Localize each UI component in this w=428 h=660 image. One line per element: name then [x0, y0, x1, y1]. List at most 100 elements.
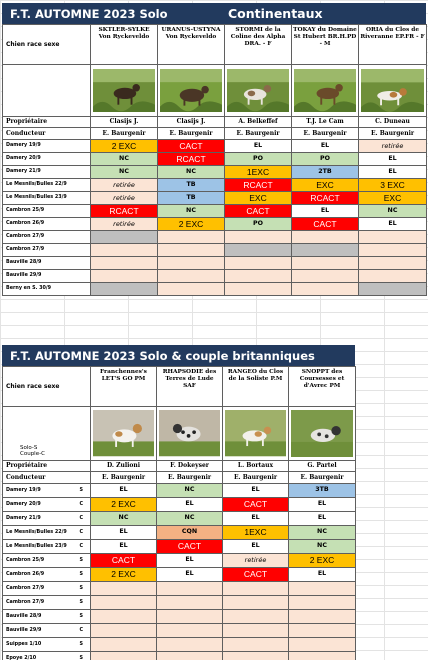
- dog-name-1: SKTLER-SYLKE Von Ryckeveldo: [90, 24, 158, 65]
- dog-name-2: RHAPSODIE des Terres de Lude SAF: [156, 366, 223, 407]
- dog-photo-1: [90, 64, 158, 117]
- solo-couple-code: C: [79, 514, 83, 521]
- result-cell: [90, 581, 157, 596]
- result-cell: CACT: [291, 217, 359, 231]
- result-cell: [358, 230, 427, 244]
- event-name: Cambron 27/9: [6, 584, 45, 591]
- result-cell: 2 EXC: [90, 567, 157, 582]
- result-cell: [224, 282, 292, 296]
- result-cell: EL: [358, 217, 427, 231]
- dog-photo-image: [294, 68, 356, 113]
- table1-title-right: Continentaux: [228, 6, 323, 21]
- dog-photo-image: [93, 68, 155, 113]
- dog-name-3: RANGEO du Clos de la Soliste P.M: [222, 366, 289, 407]
- event-label: Suippes 1/10 S: [2, 637, 91, 652]
- dog-photo-5: [358, 64, 427, 117]
- event-label: Damery 20/9 C: [2, 497, 91, 512]
- event-label: Cambron 27/9: [2, 243, 91, 257]
- result-cell: EL: [156, 567, 223, 582]
- result-cell: [156, 637, 223, 652]
- result-cell: [90, 609, 157, 624]
- result-cell: [291, 230, 359, 244]
- result-cell: [90, 637, 157, 652]
- table2-results: Chien race sexe Franchennes's LET'S GO PM…: [2, 366, 356, 660]
- dog-photo-image: [291, 410, 353, 457]
- event-label: Cambron 27/9 S: [2, 595, 91, 610]
- dog-photo-3: [222, 406, 289, 461]
- result-cell: CACT: [222, 567, 289, 582]
- owner-2: F. Dokeyser: [156, 460, 223, 472]
- result-cell: NC: [288, 539, 356, 554]
- result-cell: EL: [156, 497, 223, 512]
- result-cell: [222, 595, 289, 610]
- dog-name-4: TOKAY du Domaine St Hubert BR.H.PD - M: [291, 24, 359, 65]
- result-cell: CACT: [222, 497, 289, 512]
- result-cell: [224, 256, 292, 270]
- event-label: Cambron 26/9 S: [2, 567, 91, 582]
- event-name: Cambron 26/9: [6, 570, 45, 577]
- result-cell: 3TB: [288, 483, 356, 498]
- event-name: Le Mesnils/Bulles 23/9: [6, 542, 67, 549]
- couple-label: Couple-C: [20, 450, 45, 457]
- dog-photo-4: [288, 406, 356, 461]
- photo-row-label: Solo-S Couple-C: [2, 406, 91, 461]
- owner-5: C. Duneau: [358, 116, 427, 128]
- owner-label: Propriétaire: [2, 460, 91, 472]
- result-cell: EL: [358, 152, 427, 166]
- solo-couple-code: S: [79, 598, 84, 605]
- result-cell: [358, 243, 427, 257]
- result-cell: [358, 256, 427, 270]
- result-cell: [288, 595, 356, 610]
- dog-photo-image: [227, 68, 289, 113]
- dog-photo-image: [159, 410, 220, 457]
- result-cell: CACT: [90, 553, 157, 568]
- result-cell: PO: [224, 152, 292, 166]
- result-cell: EL: [288, 511, 356, 526]
- solo-couple-code: C: [79, 626, 83, 633]
- result-cell: [291, 282, 359, 296]
- result-cell: [222, 637, 289, 652]
- result-cell: [224, 243, 292, 257]
- event-name: Epoye 2/10: [6, 654, 37, 660]
- table1-title-bar: F.T. AUTOMNE 2023 Solo Continentaux: [2, 3, 426, 24]
- result-cell: [90, 269, 158, 283]
- event-name: Cambron 27/9: [6, 246, 45, 253]
- event-label: Le Mesnils/Bulles 23/9 C: [2, 539, 91, 554]
- result-cell: retirée: [90, 178, 158, 192]
- result-cell: NC: [90, 152, 158, 166]
- event-name: Le Mesnils/Bulles 22/9: [6, 528, 67, 535]
- dog-photo-2: [157, 64, 225, 117]
- result-cell: [90, 595, 157, 610]
- event-name: Le Mesnils/Bulles 23/9: [6, 194, 67, 201]
- event-label: Bauville 28/9 S: [2, 609, 91, 624]
- owner-3: L. Bortaux: [222, 460, 289, 472]
- solo-couple-code: S: [79, 612, 84, 619]
- event-name: Damery 19/9: [6, 486, 41, 493]
- result-cell: EL: [90, 483, 157, 498]
- result-cell: EXC: [224, 191, 292, 205]
- dog-name-5: ORIA du Clos de Riveranne EP.FR - F: [358, 24, 427, 65]
- result-cell: EL: [222, 511, 289, 526]
- result-cell: retirée: [90, 217, 158, 231]
- dog-photo-2: [156, 406, 223, 461]
- result-cell: [157, 243, 225, 257]
- event-label: Damery 21/9: [2, 165, 91, 179]
- result-cell: PO: [291, 152, 359, 166]
- result-cell: NC: [90, 511, 157, 526]
- result-cell: EL: [291, 204, 359, 218]
- event-label: Bauville 28/9: [2, 256, 91, 270]
- owner-label: Propriétaire: [2, 116, 91, 128]
- result-cell: retirée: [90, 191, 158, 205]
- result-cell: [90, 282, 158, 296]
- event-label: Epoye 2/10 S: [2, 651, 91, 660]
- result-cell: TB: [157, 191, 225, 205]
- event-label: Damery 19/9: [2, 139, 91, 153]
- solo-label: Solo-S: [20, 445, 38, 451]
- dog-photo-image: [225, 410, 286, 457]
- result-cell: PO: [224, 217, 292, 231]
- result-cell: EL: [156, 553, 223, 568]
- result-cell: 3 EXC: [358, 178, 427, 192]
- event-label: Damery 20/9: [2, 152, 91, 166]
- result-cell: [288, 581, 356, 596]
- conductor-2: E. Baurgenir: [157, 127, 225, 140]
